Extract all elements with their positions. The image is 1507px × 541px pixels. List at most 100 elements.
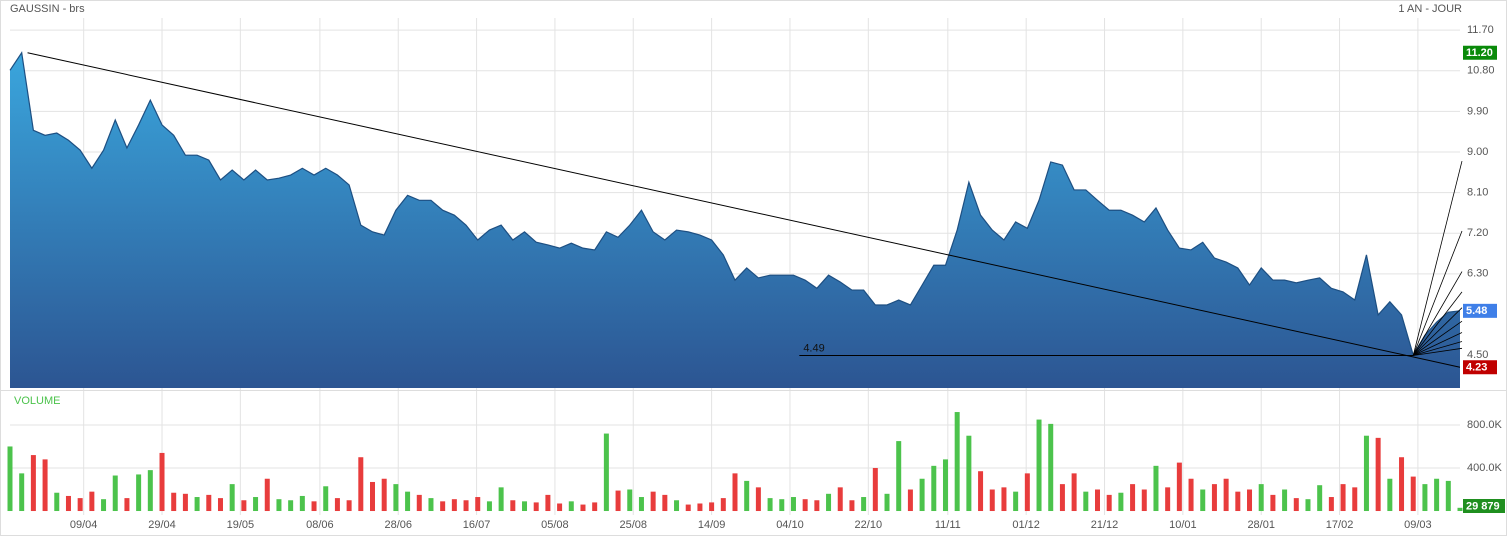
volume-bar	[182, 493, 188, 512]
volume-bar	[475, 497, 481, 512]
volume-badge	[1463, 499, 1505, 513]
volume-bar	[1282, 489, 1288, 512]
volume-bar	[814, 500, 820, 512]
volume-bar	[1024, 473, 1030, 512]
volume-bar	[674, 500, 680, 512]
volume-bar	[755, 487, 761, 512]
volume-bar	[358, 457, 364, 512]
volume-bar	[767, 498, 773, 512]
y-tick-label: 11.70	[1467, 24, 1494, 36]
volume-bar	[1422, 484, 1428, 512]
volume-bar	[1165, 487, 1171, 512]
volume-bar	[1445, 480, 1451, 512]
volume-bar	[101, 499, 107, 512]
volume-bar	[288, 500, 294, 512]
x-tick-label: 04/10	[776, 519, 804, 531]
last-badge	[1463, 303, 1497, 318]
trend-line	[27, 52, 1461, 368]
volume-bar	[1059, 484, 1065, 512]
high-badge-label: 11.20	[1466, 47, 1493, 59]
last-badge-label: 5.48	[1466, 305, 1487, 317]
volume-bar	[638, 497, 644, 512]
volume-bar	[253, 497, 259, 512]
period-label: 1 AN - JOUR	[1398, 3, 1462, 15]
volume-bar	[42, 459, 48, 512]
volume-bar	[1305, 499, 1311, 512]
volume-bar	[1457, 507, 1463, 512]
volume-bar	[954, 412, 960, 512]
x-tick-label: 10/01	[1169, 519, 1197, 531]
volume-bar	[1188, 478, 1194, 512]
volume-bar	[732, 473, 738, 512]
volume-bar	[627, 489, 633, 512]
volume-bar	[416, 494, 422, 512]
volume-bar	[1399, 457, 1405, 512]
y-tick-label: 10.80	[1467, 65, 1495, 77]
volume-bar	[89, 491, 95, 512]
volume-bar	[662, 494, 668, 512]
volume-bar	[299, 495, 305, 512]
volume-bar	[1176, 462, 1182, 512]
volume-bar	[463, 500, 469, 512]
fan-line	[1413, 341, 1463, 356]
y-tick-label: 6.30	[1467, 268, 1488, 280]
volume-bar	[136, 474, 142, 512]
volume-bar	[276, 499, 282, 512]
volume-bar	[30, 455, 36, 512]
price-line	[9, 51, 1461, 357]
volume-bar	[510, 500, 516, 512]
y-tick-label: 8.10	[1467, 187, 1488, 199]
volume-bar	[826, 493, 832, 512]
fan-line	[1412, 307, 1463, 356]
volume-bar	[1095, 489, 1100, 512]
volume-bar	[498, 487, 504, 512]
fan-line	[1412, 291, 1463, 356]
volume-bar	[1036, 419, 1042, 512]
volume-bar	[1328, 497, 1334, 512]
volume-bar	[872, 467, 878, 512]
y-tick-label: 9.00	[1467, 146, 1488, 158]
volume-bar	[522, 501, 528, 512]
y-tick-label: 9.90	[1467, 105, 1488, 117]
volume-bar	[779, 499, 785, 512]
volume-bar	[650, 491, 656, 512]
volume-bar	[54, 492, 60, 512]
volume-bar	[1141, 489, 1147, 512]
volume-bar	[77, 498, 83, 512]
x-tick-label: 28/06	[384, 519, 412, 531]
volume-bar	[942, 459, 948, 512]
volume-bar	[744, 480, 750, 512]
x-tick-label: 21/12	[1091, 519, 1119, 531]
volume-bar	[405, 491, 411, 512]
volume-bar	[568, 501, 574, 512]
volume-bar	[159, 452, 165, 512]
volume-bar	[1118, 492, 1124, 512]
volume-bar	[592, 502, 598, 512]
volume-bar	[1258, 484, 1264, 512]
volume-bar	[381, 478, 387, 512]
x-tick-label: 17/02	[1326, 519, 1354, 531]
high-badge	[1463, 45, 1497, 60]
volume-bar	[1200, 489, 1206, 512]
fan-line	[1412, 230, 1463, 356]
volume-bar	[837, 487, 843, 512]
x-tick-label: 29/04	[148, 519, 176, 531]
volume-bar	[440, 501, 446, 512]
volume-bar	[978, 471, 984, 512]
price-area	[10, 52, 1460, 389]
volume-bar	[1410, 476, 1416, 512]
volume-bar	[451, 499, 457, 512]
volume-bar	[861, 497, 867, 512]
x-tick-label: 09/03	[1404, 519, 1432, 531]
volume-bar	[989, 489, 995, 512]
volume-bar	[931, 465, 937, 512]
volume-bar	[1083, 491, 1089, 512]
volume-bar	[603, 433, 609, 512]
volume-bar	[790, 497, 796, 512]
y-tick-label: 7.20	[1467, 227, 1488, 239]
volume-bar	[802, 499, 808, 512]
volume-bar	[65, 495, 71, 512]
volume-bar	[264, 478, 270, 512]
volume-title: VOLUME	[14, 395, 60, 407]
volume-bar	[19, 473, 25, 512]
